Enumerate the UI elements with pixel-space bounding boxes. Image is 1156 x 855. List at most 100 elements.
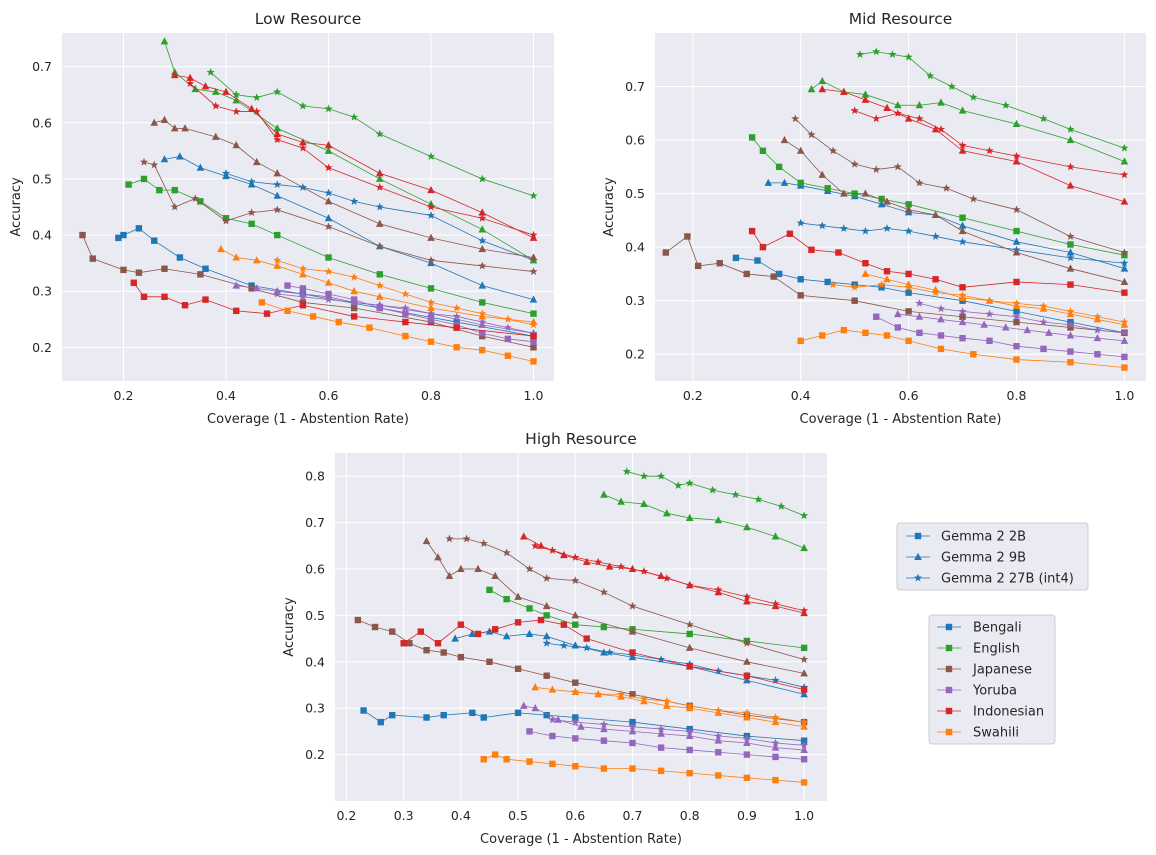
data-point — [824, 185, 831, 192]
data-point — [800, 722, 808, 730]
legend-label: Gemma 2 2B — [941, 530, 1026, 545]
data-point — [800, 756, 808, 763]
legend-marker — [914, 532, 922, 540]
data-point — [800, 543, 808, 552]
data-point — [427, 338, 435, 345]
data-point — [905, 201, 912, 208]
data-point — [273, 256, 282, 264]
data-point — [686, 630, 693, 638]
data-point — [1120, 258, 1129, 267]
series-line — [143, 161, 534, 272]
data-point — [969, 92, 978, 101]
data-point — [628, 627, 637, 635]
data-point — [980, 320, 988, 328]
series-swahili-gemma-2-27b-int4 — [828, 280, 1129, 326]
data-point — [771, 676, 780, 684]
data-point — [79, 231, 86, 239]
data-point — [252, 157, 261, 166]
data-point — [629, 718, 636, 726]
data-point — [232, 281, 241, 289]
data-point — [221, 169, 231, 177]
legend-label: Gemma 2 9B — [941, 551, 1026, 566]
legend-item-japanese: Japanese — [937, 663, 1032, 678]
data-point — [350, 298, 359, 306]
data-point — [800, 741, 809, 749]
data-point — [714, 731, 723, 740]
data-point — [252, 93, 261, 102]
data-point — [818, 170, 827, 178]
data-point — [247, 104, 256, 112]
data-point — [915, 178, 924, 187]
series-line — [363, 710, 805, 742]
x-tick-label: 1.0 — [794, 808, 814, 823]
data-point — [504, 352, 512, 359]
data-point — [743, 657, 751, 665]
data-point — [273, 87, 282, 96]
data-point — [503, 595, 510, 603]
data-point — [526, 728, 533, 735]
data-point — [1066, 162, 1075, 171]
series-swahili-gemma-2-2b — [480, 751, 808, 786]
data-point — [560, 550, 568, 559]
data-point — [480, 714, 487, 721]
data-point — [715, 772, 722, 779]
series-indonesian-gemma-2-9b — [818, 85, 1129, 205]
data-point — [186, 73, 194, 81]
data-point — [775, 163, 783, 171]
data-point — [851, 297, 858, 304]
data-point — [958, 146, 967, 154]
data-point — [905, 337, 912, 345]
data-point — [457, 621, 465, 628]
data-point — [298, 264, 307, 273]
y-tick-label: 0.7 — [625, 79, 645, 94]
data-point — [617, 497, 625, 505]
data-point — [529, 267, 538, 276]
data-point — [622, 467, 631, 476]
data-point — [258, 299, 266, 306]
data-point — [542, 573, 551, 582]
data-point — [453, 324, 460, 331]
data-point — [958, 221, 967, 229]
data-point — [478, 213, 487, 222]
series-swahili-gemma-2-2b — [258, 299, 537, 365]
data-point — [197, 198, 204, 205]
data-point — [478, 320, 487, 328]
chart-title: High Resource — [525, 430, 637, 448]
data-point — [298, 143, 307, 152]
x-tick-label: 0.2 — [336, 808, 356, 823]
data-point — [1066, 232, 1075, 240]
data-point — [748, 134, 756, 141]
data-point — [1066, 307, 1075, 315]
data-point — [915, 312, 924, 320]
data-point — [202, 265, 209, 272]
series-indonesian-gemma-2-27b-int4 — [186, 79, 538, 239]
data-point — [554, 715, 562, 723]
data-point — [135, 269, 143, 276]
data-point — [807, 130, 816, 139]
data-point — [502, 548, 511, 557]
data-point — [926, 71, 935, 80]
data-point — [1121, 251, 1128, 259]
data-point — [548, 685, 557, 693]
data-point — [417, 628, 425, 635]
data-point — [572, 763, 579, 770]
legend-marker — [945, 707, 953, 715]
data-point — [478, 244, 487, 253]
data-point — [797, 292, 804, 299]
data-point — [519, 701, 528, 709]
series-line — [82, 234, 534, 348]
data-point — [530, 338, 537, 345]
x-tick-label: 0.8 — [421, 388, 441, 403]
data-point — [371, 623, 379, 631]
data-point — [273, 135, 282, 144]
data-point — [434, 553, 442, 561]
data-point — [530, 310, 537, 317]
data-point — [605, 648, 614, 656]
data-point — [406, 640, 413, 647]
data-point — [754, 495, 763, 503]
legend-label: Yoruba — [972, 684, 1017, 699]
data-point — [772, 776, 779, 784]
data-point — [1120, 277, 1129, 285]
x-tick-label: 0.6 — [565, 808, 585, 823]
data-point — [130, 279, 137, 286]
